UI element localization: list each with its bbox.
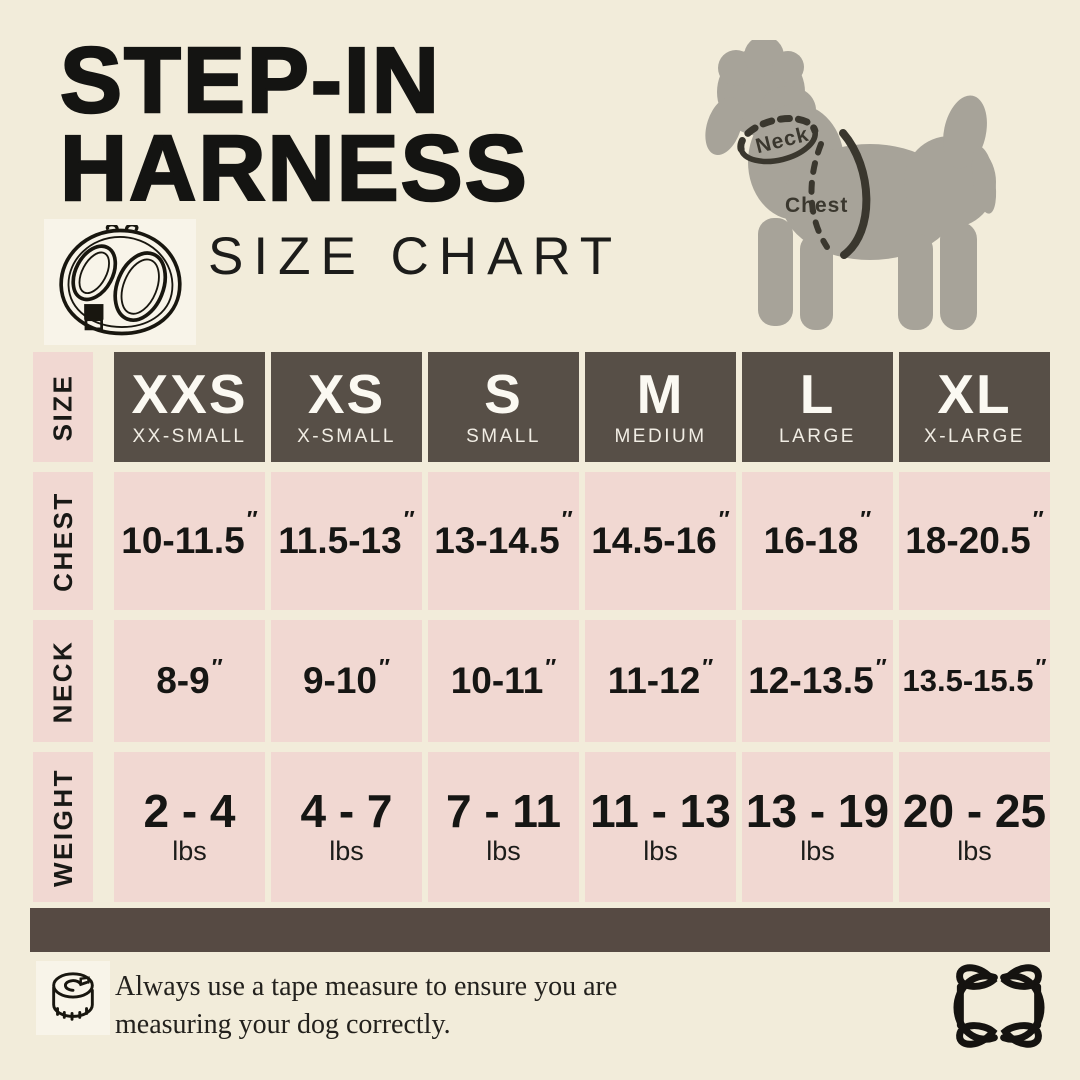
size-full-name: X-LARGE xyxy=(924,425,1025,447)
row-label-weight: WEIGHT xyxy=(33,752,93,902)
measurement-number: 12-13.5 xyxy=(748,660,874,701)
weight-number: 13 - 19 xyxy=(745,785,890,838)
measurement-number: 11-12 xyxy=(607,660,701,701)
weight-unit: lbs xyxy=(643,835,678,866)
inch-mark: ″ xyxy=(403,506,415,532)
row-label-size: SIZE xyxy=(33,352,93,462)
measurement-number: 10-11 xyxy=(450,660,544,701)
chest-measure-solid-line xyxy=(839,129,871,259)
weight-number: 20 - 25 xyxy=(902,785,1047,838)
weight-number: 11 - 13 xyxy=(590,785,731,838)
tape-measure-icon xyxy=(36,961,110,1035)
weight-number: 2 - 4 xyxy=(143,785,236,838)
weight-value-M: 11 - 13 lbs xyxy=(585,752,736,902)
size-abbr: M xyxy=(636,362,685,425)
neck-value-M: 11-12 ″ xyxy=(585,620,736,742)
brand-monogram-icon xyxy=(948,958,1050,1054)
weight-unit: lbs xyxy=(486,835,521,866)
size-abbr: L xyxy=(799,362,836,425)
page-title-line2: HARNESS xyxy=(59,116,529,221)
inch-mark: ″ xyxy=(545,654,557,680)
size-abbr: S xyxy=(484,362,523,425)
neck-value-XL: 13.5-15.5 ″ xyxy=(899,620,1050,742)
chest-value-S: 13-14.5 ″ xyxy=(428,472,579,610)
inch-mark: ″ xyxy=(702,654,714,680)
divider-bar xyxy=(30,908,1050,952)
weight-unit: lbs xyxy=(172,835,207,866)
weight-number: 7 - 11 xyxy=(445,785,562,838)
row-label-text-neck: NECK xyxy=(47,639,78,723)
size-full-name: SMALL xyxy=(466,425,541,447)
weight-unit: lbs xyxy=(957,835,992,866)
neck-value-L: 12-13.5 ″ xyxy=(742,620,893,742)
size-abbr: XXS xyxy=(131,362,248,425)
measurement-number: 14.5-16 xyxy=(591,520,717,561)
row-label-neck: NECK xyxy=(33,620,93,742)
chest-value-XL: 18-20.5 ″ xyxy=(899,472,1050,610)
inch-mark: ″ xyxy=(561,506,573,532)
row-label-text-weight: WEIGHT xyxy=(47,767,78,887)
inch-mark: ″ xyxy=(1035,654,1047,680)
size-abbr: XL xyxy=(937,362,1012,425)
row-label-text-chest: CHEST xyxy=(47,490,78,592)
measurement-number: 13.5-15.5 xyxy=(902,663,1034,698)
measurement-number: 11.5-13 xyxy=(278,520,402,561)
measurement-number: 13-14.5 xyxy=(434,520,560,561)
weight-value-L: 13 - 19 lbs xyxy=(742,752,893,902)
weight-number: 4 - 7 xyxy=(300,785,393,838)
size-full-name: X-SMALL xyxy=(297,425,396,447)
neck-measure-line xyxy=(737,115,819,165)
row-label-text-size: SIZE xyxy=(47,373,78,441)
chest-value-M: 14.5-16 ″ xyxy=(585,472,736,610)
size-full-name: MEDIUM xyxy=(614,425,707,447)
chest-label: Chest xyxy=(785,194,848,217)
page-title: STEP-IN HARNESS xyxy=(59,28,529,221)
harness-icon xyxy=(44,219,196,345)
measuring-note: Always use a tape measure to ensure you … xyxy=(115,971,618,1040)
inch-mark: ″ xyxy=(1032,506,1044,532)
page-title-line1: STEP-IN xyxy=(59,28,441,132)
inch-mark: ″ xyxy=(718,506,730,532)
chest-value-XXS: 10-11.5 ″ xyxy=(114,472,265,610)
measurement-number: 8-9 xyxy=(156,660,210,701)
neck-value-XXS: 8-9 ″ xyxy=(114,620,265,742)
dog-silhouette-icon xyxy=(705,36,997,330)
weight-value-XL: 20 - 25 lbs xyxy=(899,752,1050,902)
size-header-M: M MEDIUM xyxy=(585,352,736,462)
row-label-chest: CHEST xyxy=(33,472,93,610)
weight-value-S: 7 - 11 lbs xyxy=(428,752,579,902)
size-abbr: XS xyxy=(307,362,386,425)
neck-value-S: 10-11 ″ xyxy=(428,620,579,742)
size-table: SIZE XXS XX-SMALL XS X-SMALL S SMALL M MEDIUM L LA… xyxy=(33,352,1050,902)
chest-value-XS: 11.5-13 ″ xyxy=(271,472,422,610)
inch-mark: ″ xyxy=(246,506,258,532)
measurement-number: 9-10 xyxy=(302,660,378,701)
size-header-XL: XL X-LARGE xyxy=(899,352,1050,462)
size-header-S: S SMALL xyxy=(428,352,579,462)
neck-value-XS: 9-10 ″ xyxy=(271,620,422,742)
measurement-number: 18-20.5 xyxy=(905,520,1031,561)
measurement-number: 10-11.5 xyxy=(121,520,245,561)
measurement-number: 16-18 xyxy=(763,520,859,561)
size-header-XXS: XXS XX-SMALL xyxy=(114,352,265,462)
size-full-name: XX-SMALL xyxy=(132,425,247,447)
inch-mark: ″ xyxy=(211,654,223,680)
size-header-L: L LARGE xyxy=(742,352,893,462)
dog-measurement-diagram: Neck Chest xyxy=(688,36,1022,332)
inch-mark: ″ xyxy=(860,506,872,532)
chest-value-L: 16-18 ″ xyxy=(742,472,893,610)
weight-value-XS: 4 - 7 lbs xyxy=(271,752,422,902)
weight-unit: lbs xyxy=(800,835,835,866)
size-full-name: LARGE xyxy=(779,425,856,447)
page-subtitle: SIZE CHART xyxy=(208,227,623,286)
inch-mark: ″ xyxy=(875,654,887,680)
inch-mark: ″ xyxy=(379,654,391,680)
weight-value-XXS: 2 - 4 lbs xyxy=(114,752,265,902)
weight-unit: lbs xyxy=(329,835,364,866)
size-header-XS: XS X-SMALL xyxy=(271,352,422,462)
